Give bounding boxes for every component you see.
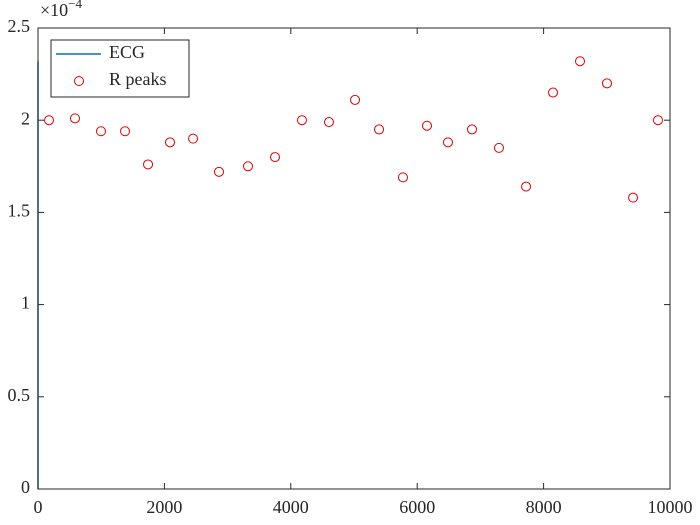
r-peak bbox=[243, 161, 254, 172]
legend-label: ECG bbox=[109, 42, 145, 62]
y-tick-label: 1.5 bbox=[8, 201, 31, 221]
r-peak bbox=[548, 87, 559, 98]
r-peak bbox=[374, 124, 385, 135]
r-peak bbox=[296, 115, 307, 126]
x-tick-label: 0 bbox=[34, 497, 43, 517]
r-peak bbox=[397, 172, 408, 183]
r-peak bbox=[214, 166, 225, 177]
legend-box bbox=[50, 39, 190, 98]
r-peak bbox=[165, 137, 176, 148]
r-peak bbox=[421, 120, 432, 131]
r-peak bbox=[628, 192, 639, 203]
y-multiplier-base: ×10 bbox=[40, 0, 68, 20]
r-peak bbox=[601, 78, 612, 89]
r-peak bbox=[652, 115, 663, 126]
r-peak bbox=[493, 142, 504, 153]
x-tick-label: 10000 bbox=[648, 497, 693, 517]
r-peak bbox=[323, 117, 334, 128]
y-multiplier: ×10−4 bbox=[40, 0, 82, 20]
y-tick-label: 1 bbox=[21, 293, 30, 313]
r-peak bbox=[575, 56, 586, 67]
r-peak bbox=[466, 124, 477, 135]
y-tick-label: 0.5 bbox=[8, 385, 31, 405]
r-peak bbox=[143, 159, 154, 170]
r-peak bbox=[69, 113, 80, 124]
x-tick-label: 2000 bbox=[146, 497, 182, 517]
x-tick-label: 8000 bbox=[526, 497, 562, 517]
legend-marker bbox=[74, 76, 84, 86]
y-tick-label: 2 bbox=[21, 108, 30, 128]
x-tick-label: 6000 bbox=[399, 497, 435, 517]
axes-box bbox=[37, 27, 671, 490]
r-peak bbox=[442, 137, 453, 148]
r-peak bbox=[350, 94, 361, 105]
y-multiplier-exponent: −4 bbox=[68, 0, 82, 11]
y-tick-label: 0 bbox=[21, 477, 30, 497]
x-tick-label: 4000 bbox=[273, 497, 309, 517]
r-peak bbox=[521, 181, 532, 192]
r-peak bbox=[96, 126, 107, 137]
y-tick-label: 2.5 bbox=[8, 16, 31, 36]
r-peak bbox=[270, 152, 280, 163]
r-peak bbox=[188, 133, 199, 144]
r-peak bbox=[43, 115, 54, 126]
r-peak bbox=[120, 126, 131, 137]
legend-label: R peaks bbox=[109, 69, 167, 89]
